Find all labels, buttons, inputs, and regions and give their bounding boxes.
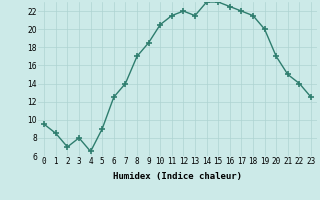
X-axis label: Humidex (Indice chaleur): Humidex (Indice chaleur) bbox=[113, 172, 242, 181]
